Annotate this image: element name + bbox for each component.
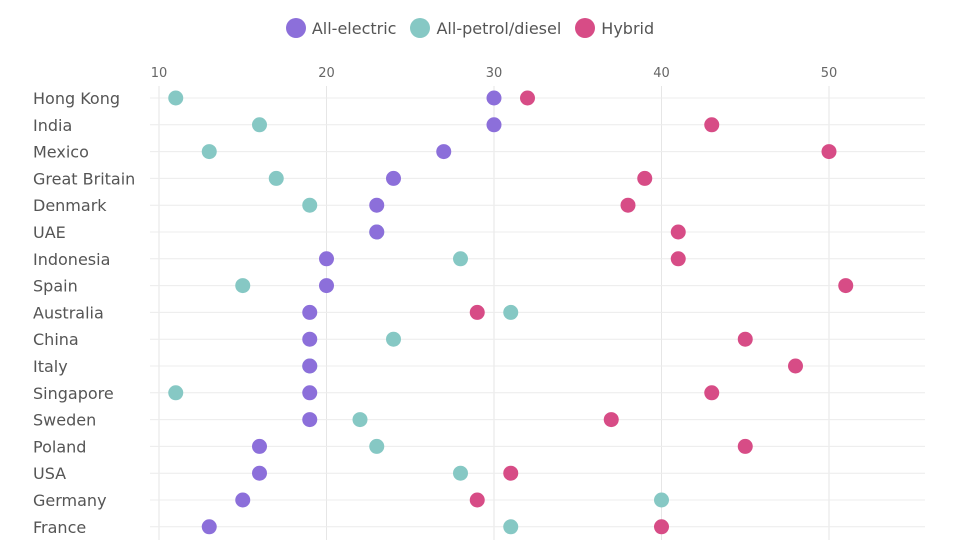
dot-hybrid-india: [704, 117, 720, 133]
dot-all-electric-italy: [302, 358, 318, 374]
legend-label-all-electric: All-electric: [311, 18, 397, 38]
dot-all-electric-spain: [319, 278, 334, 294]
dot-hybrid-spain: [838, 278, 854, 294]
dot-all-petrol-diesel-sweden: [352, 412, 368, 428]
legend-item-all-petrol-diesel[interactable]: All-petrol/diesel: [410, 18, 561, 38]
category-label-denmark: Denmark: [33, 196, 107, 215]
dot-all-electric-indonesia: [319, 251, 334, 267]
category-label-hong-kong: Hong Kong: [33, 89, 120, 108]
dot-all-petrol-diesel-france: [503, 519, 519, 535]
x-tick-label-20: 20: [318, 66, 335, 81]
dot-all-petrol-diesel-india: [252, 117, 267, 133]
dot-hybrid-denmark: [620, 197, 636, 213]
dot-all-petrol-diesel-great-britain: [268, 170, 284, 186]
dot-all-electric-uae: [369, 224, 385, 240]
category-label-spain: Spain: [33, 277, 78, 296]
dot-hybrid-sweden: [603, 412, 619, 428]
category-label-australia: Australia: [33, 303, 104, 322]
dot-all-electric-china: [302, 331, 318, 347]
category-label-mexico: Mexico: [33, 143, 89, 162]
dot-all-petrol-diesel-indonesia: [453, 251, 468, 267]
category-label-india: India: [33, 116, 72, 135]
dot-hybrid-hong-kong: [520, 90, 535, 106]
legend-item-hybrid[interactable]: Hybrid: [575, 18, 654, 38]
dot-hybrid-poland: [737, 438, 753, 454]
category-label-france: France: [33, 518, 86, 537]
legend-label-hybrid: Hybrid: [601, 18, 655, 38]
dot-all-electric-france: [201, 519, 217, 535]
x-tick-label-50: 50: [821, 66, 838, 81]
dot-all-electric-denmark: [369, 197, 385, 213]
dot-all-petrol-diesel-usa: [453, 465, 468, 481]
category-label-singapore: Singapore: [33, 384, 114, 403]
dot-all-petrol-diesel-denmark: [302, 197, 318, 213]
dot-all-petrol-diesel-poland: [369, 438, 385, 454]
dot-all-electric-australia: [302, 304, 318, 320]
category-label-germany: Germany: [33, 491, 107, 510]
dot-hybrid-china: [737, 331, 753, 347]
dot-all-electric-singapore: [302, 385, 318, 401]
dot-hybrid-usa: [503, 465, 519, 481]
legend-swatch-hybrid: [575, 18, 596, 38]
x-tick-label-30: 30: [486, 66, 503, 81]
legend-swatch-all-electric: [285, 18, 306, 38]
legend-item-all-electric[interactable]: All-electric: [285, 18, 397, 38]
category-label-uae: UAE: [33, 223, 66, 242]
dot-all-petrol-diesel-germany: [654, 492, 669, 508]
dot-all-petrol-diesel-australia: [503, 304, 519, 320]
dot-all-petrol-diesel-spain: [235, 278, 251, 294]
x-tick-label-10: 10: [151, 66, 168, 81]
dot-all-electric-usa: [252, 465, 267, 481]
dot-hybrid-france: [654, 519, 669, 535]
legend-label-all-petrol-diesel: All-petrol/diesel: [436, 18, 562, 38]
dot-all-electric-india: [486, 117, 502, 133]
category-label-great-britain: Great Britain: [33, 169, 135, 188]
dot-hybrid-great-britain: [637, 170, 653, 186]
category-label-poland: Poland: [33, 437, 86, 456]
dot-all-electric-hong-kong: [486, 90, 502, 106]
dot-hybrid-uae: [670, 224, 686, 240]
dot-hybrid-germany: [469, 492, 485, 508]
category-label-italy: Italy: [33, 357, 68, 376]
dot-hybrid-australia: [469, 304, 485, 320]
dot-all-petrol-diesel-mexico: [201, 144, 217, 160]
category-label-china: China: [33, 330, 79, 349]
dot-hybrid-singapore: [704, 385, 720, 401]
x-tick-label-40: 40: [653, 66, 670, 81]
category-label-sweden: Sweden: [33, 411, 96, 430]
dot-hybrid-mexico: [821, 144, 837, 160]
category-label-indonesia: Indonesia: [33, 250, 110, 269]
dot-all-petrol-diesel-singapore: [168, 385, 184, 401]
dot-all-electric-mexico: [436, 144, 452, 160]
dot-all-electric-germany: [235, 492, 251, 508]
dot-hybrid-italy: [788, 358, 803, 374]
dot-all-electric-poland: [252, 438, 267, 454]
dot-all-electric-sweden: [302, 412, 318, 428]
dot-hybrid-indonesia: [670, 251, 686, 267]
dot-all-petrol-diesel-hong-kong: [168, 90, 184, 106]
legend: All-electric All-petrol/diesel Hybrid: [0, 18, 940, 38]
dot-all-petrol-diesel-china: [386, 331, 401, 347]
category-label-usa: USA: [33, 464, 66, 483]
dot-all-electric-great-britain: [386, 170, 401, 186]
legend-swatch-all-petrol-diesel: [410, 18, 431, 38]
